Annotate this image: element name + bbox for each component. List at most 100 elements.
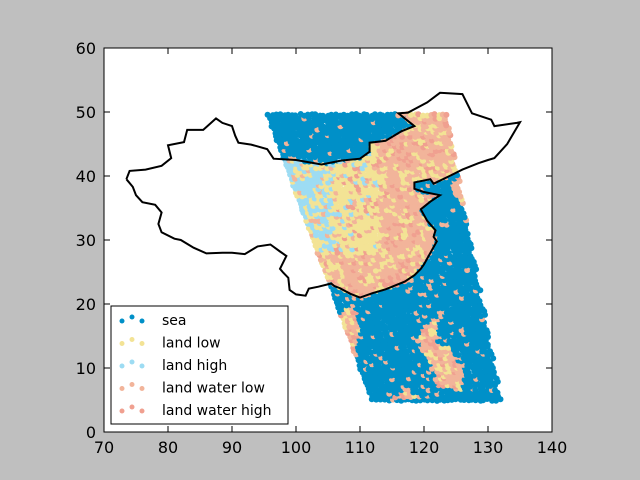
scatter-point-land-water-low [344,264,350,271]
scatter-point-sea [412,386,419,393]
y-tick-label: 30 [76,231,96,250]
scatter-point-land-water-high [342,161,349,168]
scatter-point-sea [381,323,388,330]
scatter-point-land-low [356,200,363,207]
scatter-point-sea [487,348,493,355]
scatter-point-sea [372,111,378,118]
scatter-point-sea [290,151,297,158]
scatter-point-land-water-low [432,376,439,383]
scatter-point-land-high [325,179,332,186]
scatter-point-sea [435,264,442,271]
legend-marker-land-high [119,363,125,369]
scatter-point-land-low [388,147,395,154]
scatter-point-sea [449,323,455,330]
scatter-point-sea [429,397,436,404]
legend-marker-land-water-low [139,386,145,391]
y-tick-label: 50 [76,103,96,122]
scatter-point-land-low [418,197,425,203]
legend-marker-sea [129,314,135,320]
legend-marker-land-water-high [119,408,125,414]
scatter-point-sea [338,302,345,309]
scatter-point-land-water-high [431,111,438,118]
scatter-point-sea [365,355,372,362]
legend-marker-land-water-high [129,404,135,410]
scatter-point-sea [328,111,335,118]
scatter-point-land-water-low [335,270,341,277]
scatter-point-sea [355,306,362,313]
scatter-point-sea [424,397,431,404]
scatter-point-sea [373,386,380,393]
legend-label-land-high: land high [162,358,227,374]
legend-label-land-water-low: land water low [162,381,265,397]
scatter-point-sea [441,271,448,277]
scatter-point-sea [366,348,373,355]
legend-marker-land-high [129,359,135,365]
x-tick-label: 110 [345,438,376,457]
scatter-point-sea [307,119,313,126]
scatter-point-sea [277,115,284,122]
scatter-point-land-water-high [397,193,404,200]
scatter-point-land-water-low [422,153,429,160]
scatter-point-land-low [407,111,414,118]
scatter-point-land-water-low [376,147,383,154]
scatter-point-sea [464,235,471,242]
scatter-point-sea [458,285,465,292]
scatter-point-land-water-low [448,148,454,154]
country-boundary-outline [125,91,523,299]
scatter-point-land-low [410,260,416,267]
scatter-point-land-low [367,154,374,161]
y-tick-label: 10 [76,359,96,378]
scatter-point-land-water-high [347,175,354,182]
scatter-point-land-water-low [464,267,471,274]
scatter-point-sea [337,136,343,143]
scatter-point-sea [319,123,326,130]
y-tick-label: 60 [76,39,96,58]
legend-marker-land-low [119,341,125,346]
scatter-point-land-water-low [394,176,401,183]
scatter-point-sea [277,111,284,118]
scatter-point-sea [438,250,445,257]
scatter-point-sea [304,111,311,118]
x-tick-label: 70 [94,438,114,457]
legend-marker-land-water-high [139,408,145,414]
scatter-point-land-water-low [352,200,359,207]
legend-label-land-water-high: land water high [162,403,272,419]
scatter-point-land-low [411,176,418,183]
scatter-point-sea [384,330,391,337]
scatter-point-land-water-low [394,239,401,246]
scatter-point-land-high [308,221,315,228]
scatter-point-sea [482,348,489,355]
scatter-point-land-water-low [457,193,464,200]
scatter-point-land-water-low [393,246,400,253]
scatter-point-sea [449,292,456,299]
scatter-point-sea [447,190,454,197]
scatter-point-land-water-low [446,129,452,136]
scatter-point-sea [381,126,388,133]
scatter-point-sea [387,337,394,344]
scatter-point-land-low [347,165,354,172]
scatter-point-land-low [427,327,434,334]
scatter-point-sea [360,320,367,327]
legend-marker-land-low [139,341,145,346]
scatter-point-sea [490,380,497,387]
legend-marker-land-low [129,337,135,342]
y-tick-label: 20 [76,295,96,314]
x-tick-label: 100 [281,438,312,457]
y-tick-label: 40 [76,167,96,186]
scatter-points [264,110,504,404]
scatter-point-land-low [364,242,370,249]
legend-marker-land-water-low [129,382,135,387]
scatter-point-land-water-low [382,197,389,203]
scatter-point-sea [319,112,326,119]
scatter-point-land-water-low [429,365,435,372]
scatter-point-land-water-high [415,111,422,118]
scatter-point-land-water-low [433,324,440,330]
scatter-point-land-water-high [443,111,450,118]
scatter-point-sea [467,383,474,390]
scatter-point-sea [340,295,347,302]
scatter-point-sea [365,366,372,373]
x-tick-label: 80 [158,438,178,457]
scatter-point-land-high [313,178,320,185]
scatter-point-sea [378,369,385,376]
scatter-point-land-low [365,172,372,179]
